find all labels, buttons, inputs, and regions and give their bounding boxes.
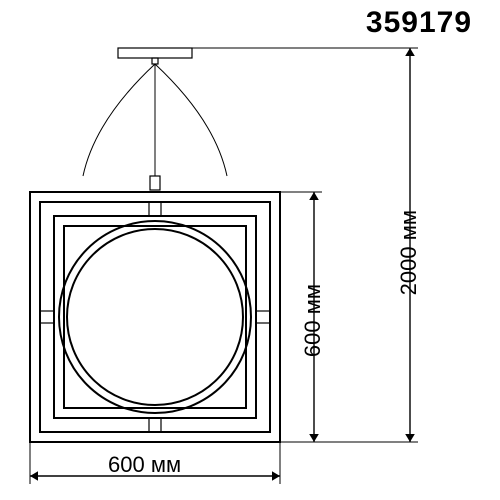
dim-width-label: 600 мм xyxy=(108,452,181,477)
dim-lamp-height-label: 600 мм xyxy=(300,284,326,357)
dim-full-height-label: 2000 мм xyxy=(396,210,422,295)
technical-drawing: 600 мм xyxy=(0,0,500,500)
